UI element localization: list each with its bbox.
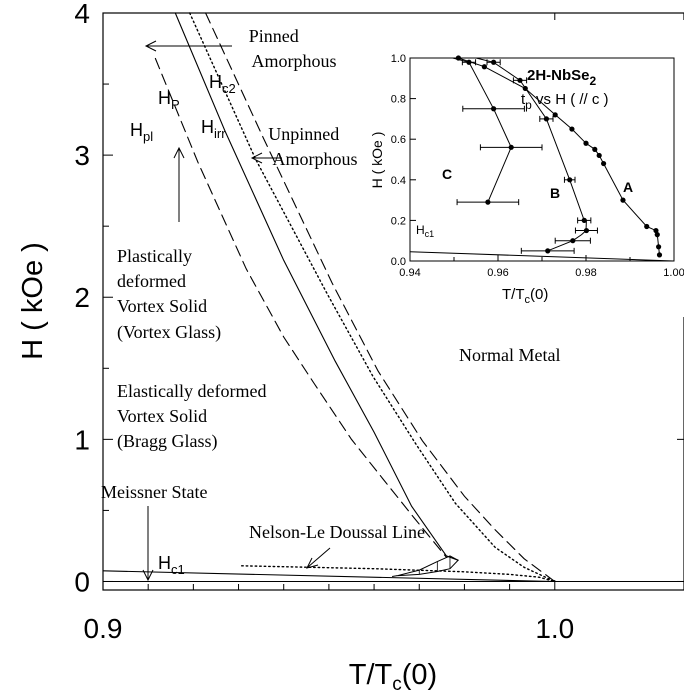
main-plot-frame xyxy=(102,12,684,591)
normal-metal-label: Normal Metal xyxy=(459,345,560,365)
inset-series-b-label: B xyxy=(550,185,560,201)
inset-marker-c xyxy=(508,144,514,150)
inset-x-tick-label: 0.98 xyxy=(575,267,596,279)
inset-hc1-label: Hc1 xyxy=(416,223,434,239)
inset-y-tick-label: 0.0 xyxy=(391,256,406,268)
inset-x-tick-label: 0.96 xyxy=(487,267,508,279)
inset-y-tick-label: 1.0 xyxy=(391,53,406,65)
inset-marker-b xyxy=(581,217,587,223)
main-y-tick-label: 4 xyxy=(74,0,90,29)
inset-marker-a xyxy=(620,197,626,203)
inset-marker-a xyxy=(656,244,662,250)
hp-label: HP xyxy=(158,88,180,112)
inset-marker-a xyxy=(455,55,461,61)
main-y-tick-label: 2 xyxy=(74,282,90,313)
nelson-arrow-head xyxy=(306,557,319,569)
inset-marker-b xyxy=(543,116,550,122)
series-h-irr xyxy=(188,12,556,583)
inset-plot: 0.0 0.2 0.4 0.6 0.8 1.0 0.94 0.96 0.98 1.00 2H-Nb… xyxy=(368,20,684,317)
inset-marker-a xyxy=(481,64,487,70)
main-y-tick-label: 0 xyxy=(74,566,90,597)
inset-marker-a xyxy=(522,85,528,92)
nelson-arrow xyxy=(307,547,331,568)
pinned-arrow-head xyxy=(144,40,157,52)
meissner-arrow-head xyxy=(142,569,154,582)
hirr-label: Hirr xyxy=(201,117,226,141)
meissner-state-label: Meissner State xyxy=(101,482,207,502)
peak-region-outline xyxy=(392,555,459,577)
inset-marker-a xyxy=(583,140,589,146)
hc1-label: Hc1 xyxy=(158,553,185,577)
inset-marker-a xyxy=(644,223,650,230)
inset-marker-a xyxy=(569,126,575,132)
plastic-vortex-solid-label: Plastically deformed Vortex Solid (Vorte… xyxy=(117,246,221,343)
inset-marker-c xyxy=(491,106,497,112)
main-x-axis-label: T/Tc(0) xyxy=(349,659,437,695)
inset-y-tick-label: 0.2 xyxy=(391,215,406,227)
unpinned-amorphous-label: Unpinned Amorphous xyxy=(268,124,357,169)
main-plot: 0 1 2 3 4 0.9 1.0 H ( kOe ) T/Tc(0) Pinned Amo… xyxy=(17,0,684,695)
elastic-vortex-solid-label: Elastically deformed Vortex Solid (Bragg… xyxy=(117,381,271,452)
main-series xyxy=(102,12,684,583)
inset-x-tick-label: 1.00 xyxy=(663,267,684,279)
inset-marker-a xyxy=(653,227,659,234)
unpinned-arrow-head xyxy=(250,152,263,164)
series-h-pl xyxy=(154,57,447,558)
inset-marker-c xyxy=(485,199,491,205)
inset-marker-b xyxy=(491,59,497,65)
inset-title: 2H-NbSe2 xyxy=(527,67,597,88)
series-h-c2 xyxy=(205,12,556,583)
inset-marker-a xyxy=(596,152,602,159)
series-h-c1 xyxy=(102,570,556,583)
inset-y-tick-label: 0.8 xyxy=(391,94,406,106)
main-ticks xyxy=(102,12,684,590)
nelson-le-doussal-label: Nelson-Le Doussal Line xyxy=(249,522,425,542)
inset-markers xyxy=(455,55,663,258)
inset-x-axis-label: T/Tc(0) xyxy=(502,286,548,306)
inset-marker-a xyxy=(654,232,660,238)
inset-subtitle: tp vs H ( // c ) xyxy=(521,91,609,112)
inset-background xyxy=(368,20,684,317)
series-nelson-le-doussal-line xyxy=(240,565,556,583)
inset-series-a-label: A xyxy=(623,179,633,195)
inset-marker-b xyxy=(517,77,523,83)
inset-y-axis-label: H ( kOe ) xyxy=(369,132,385,189)
inset-marker-b xyxy=(567,177,573,183)
inset-y-tick-label: 0.6 xyxy=(391,134,406,146)
inset-marker-a xyxy=(656,252,663,258)
main-tick-labels: 0 1 2 3 4 0.9 1.0 xyxy=(74,0,574,644)
series-h-p xyxy=(174,12,459,561)
main-x-tick-label: 0.9 xyxy=(84,613,123,644)
hc2-label: Hc2 xyxy=(209,72,236,96)
inset-series-h-c1 xyxy=(409,251,675,262)
inset-marker-b xyxy=(570,238,576,244)
inset-y-tick-label: 0.4 xyxy=(391,175,406,187)
hpl-label: Hpl xyxy=(130,120,153,144)
inset-marker-a xyxy=(552,112,558,118)
main-y-tick-label: 3 xyxy=(74,140,90,171)
main-x-tick-label: 1.0 xyxy=(535,613,574,644)
inset-marker-a xyxy=(592,146,598,152)
main-y-tick-label: 1 xyxy=(74,424,90,455)
inset-series-c-label: C xyxy=(442,166,452,182)
main-y-axis-label: H ( kOe ) xyxy=(17,242,49,360)
inset-tick-labels: 0.0 0.2 0.4 0.6 0.8 1.0 0.94 0.96 0.98 1.00 xyxy=(391,53,684,279)
inset-marker-c xyxy=(466,59,472,65)
plastic-arrow-head xyxy=(173,146,185,159)
inset-ticks xyxy=(409,57,675,262)
inset-x-tick-label: 0.94 xyxy=(399,267,420,279)
annotation-arrows xyxy=(142,40,331,582)
inset-marker-a xyxy=(601,160,607,167)
inset-marker-b xyxy=(545,248,551,254)
pinned-amorphous-label: Pinned Amorphous xyxy=(249,26,337,71)
inset-marker-b xyxy=(583,227,590,234)
peak-effect-region xyxy=(392,555,459,577)
